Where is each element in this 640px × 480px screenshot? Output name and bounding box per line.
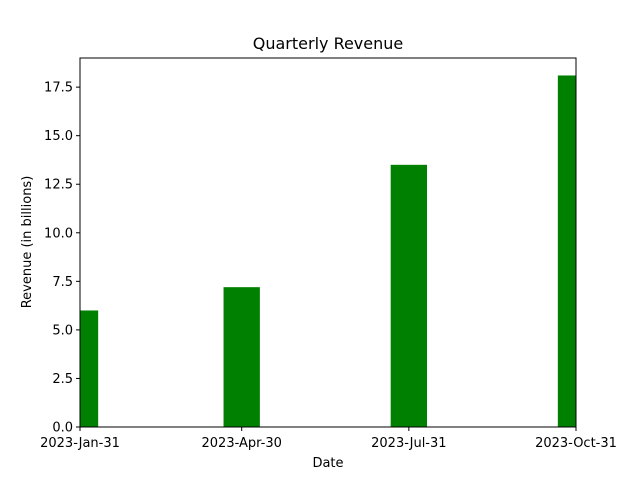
- x-axis-label: Date: [312, 456, 343, 471]
- y-axis-label: Revenue (in billions): [20, 176, 35, 309]
- y-tick-label: 7.5: [52, 275, 73, 290]
- plot-frame: [79, 57, 577, 428]
- x-tick-label: 2023-Oct-31: [535, 436, 617, 451]
- y-tick-label: 15.0: [44, 129, 73, 144]
- y-tick-label: 0.0: [52, 421, 73, 436]
- bar-2: [390, 164, 428, 427]
- x-tick-label: 2023-Apr-30: [202, 436, 282, 451]
- bar-0: [80, 310, 99, 427]
- bar-1: [223, 287, 260, 427]
- y-tick-label: 12.5: [44, 178, 73, 193]
- y-tick-label: 17.5: [44, 81, 73, 96]
- bars: [80, 75, 576, 428]
- x-axis: 2023-Jan-31 2023-Apr-30 2023-Jul-31 2023-Oc…: [40, 427, 617, 451]
- bar-3: [557, 75, 576, 428]
- y-tick-label: 5.0: [52, 323, 73, 338]
- y-tick-label: 2.5: [52, 372, 73, 387]
- y-axis: 0.0 2.5 5.0 7.5 10.0 12.5 15.0 17.5: [44, 81, 80, 436]
- x-tick-label: 2023-Jan-31: [40, 436, 120, 451]
- chart-title: Quarterly Revenue: [253, 34, 404, 53]
- x-tick-label: 2023-Jul-31: [371, 436, 446, 451]
- y-tick-label: 10.0: [44, 226, 73, 241]
